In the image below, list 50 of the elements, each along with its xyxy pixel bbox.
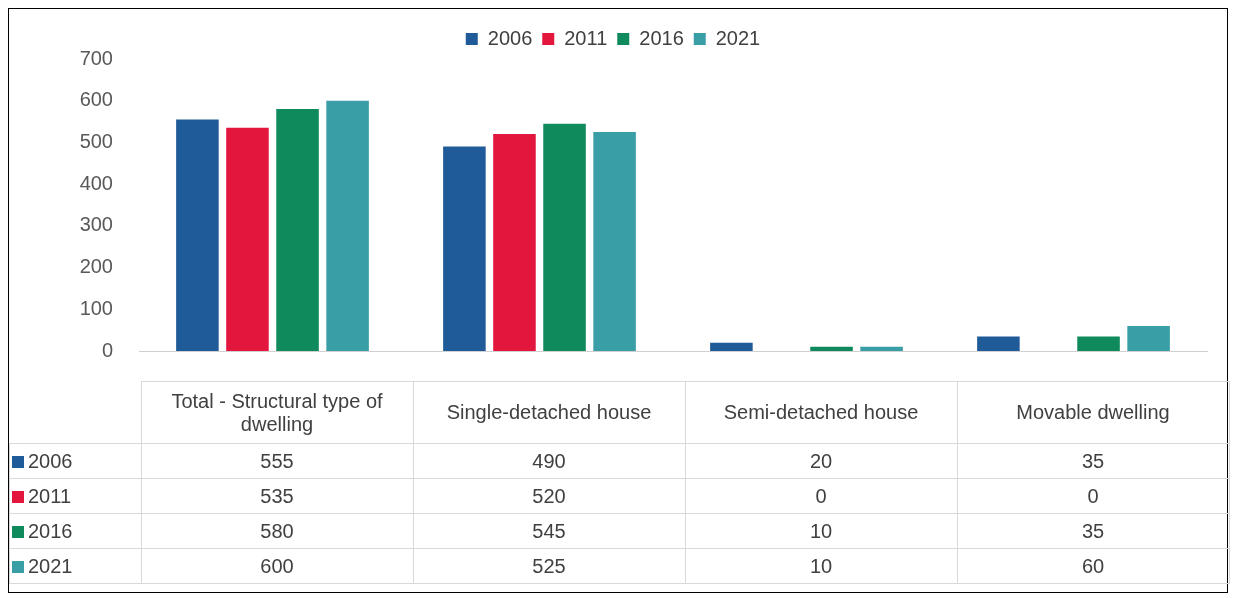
data-label: 60 (957, 548, 1229, 584)
x-tick-label: Semi-detached house (685, 381, 957, 444)
bar (326, 100, 369, 351)
bar (977, 336, 1020, 351)
legend-label: 2021 (715, 26, 761, 49)
data-label: 0 (685, 478, 957, 514)
data-label: 525 (413, 548, 685, 584)
y-tick-label: 200 (79, 255, 113, 278)
data-label: 0 (957, 478, 1229, 514)
x-tick-label: Single-detached house (413, 381, 685, 444)
y-tick-label: 700 (79, 46, 113, 69)
bar (493, 134, 536, 351)
data-label: 490 (413, 443, 685, 479)
data-label: 535 (141, 478, 413, 514)
bar (810, 346, 853, 351)
y-tick-label: 300 (79, 213, 113, 236)
text: 2016 (28, 519, 73, 542)
y-tick-label: 400 (79, 171, 113, 194)
text: 2021 (28, 554, 73, 577)
bar (593, 132, 636, 351)
y-tick-label: 500 (79, 129, 113, 152)
bar (176, 119, 219, 351)
bar (226, 127, 269, 351)
data-label: 10 (685, 548, 957, 584)
data-label: 10 (685, 513, 957, 549)
x-tick-label: Movable dwelling (957, 381, 1229, 444)
bar (543, 123, 586, 351)
data-label: 600 (141, 548, 413, 584)
bar (443, 146, 486, 351)
bar (860, 346, 903, 351)
bar (710, 342, 753, 351)
data-label: 580 (141, 513, 413, 549)
text: 2011 (28, 484, 72, 507)
bar (1127, 325, 1170, 351)
bar (1077, 336, 1120, 351)
y-tick-label: 100 (79, 296, 113, 319)
y-tick-label: 600 (79, 88, 113, 111)
text: 2006 (28, 449, 73, 472)
bar (276, 109, 319, 351)
data-label: 20 (685, 443, 957, 479)
data-label: 35 (957, 443, 1229, 479)
legend-label: 2006 (487, 26, 533, 49)
x-tick-label: Total - Structural type of dwelling (141, 381, 413, 444)
legend-label: 2011 (564, 26, 608, 49)
data-label: 555 (141, 443, 413, 479)
data-label: 520 (413, 478, 685, 514)
data-label: 545 (413, 513, 685, 549)
legend-label: 2016 (639, 26, 684, 49)
data-label: 35 (957, 513, 1229, 549)
y-tick-label: 0 (101, 338, 113, 361)
